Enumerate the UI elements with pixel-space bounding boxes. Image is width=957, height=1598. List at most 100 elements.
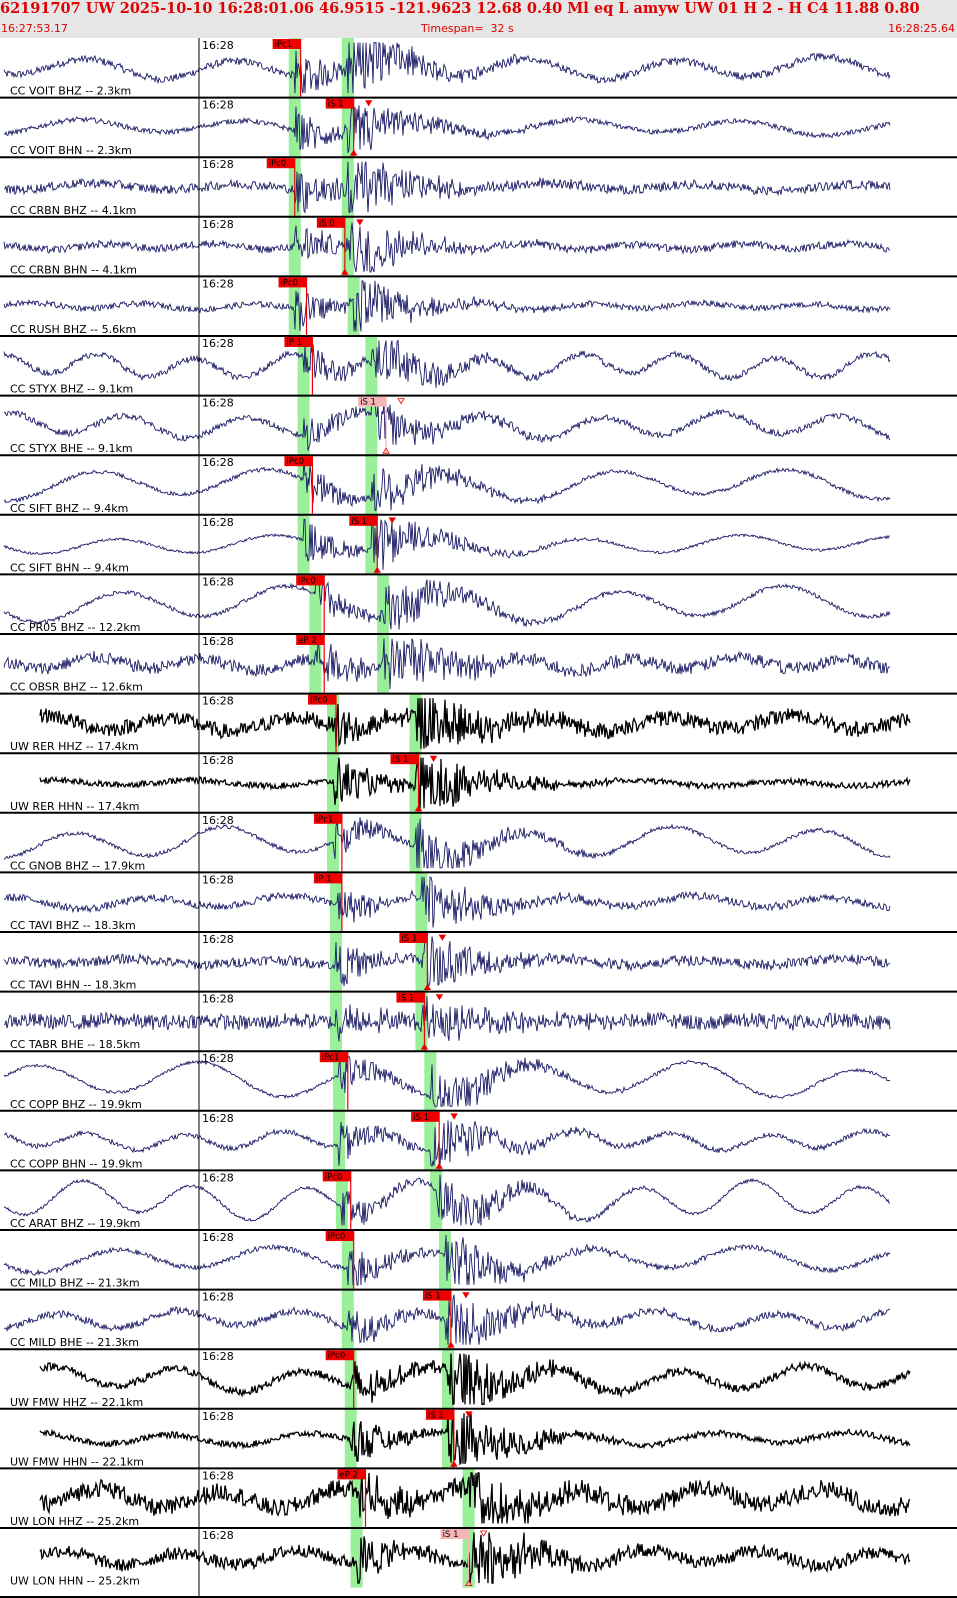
pick-label: iS 1 xyxy=(413,1113,429,1123)
station-label: CC CRBN BHZ -- 4.1km xyxy=(10,204,136,217)
waveform-trace xyxy=(3,1055,891,1107)
phase-pick[interactable]: iS 1 xyxy=(396,992,444,1051)
pick-bottom-marker xyxy=(373,566,381,573)
phase-pick[interactable]: iS 1 xyxy=(358,396,405,455)
pick-bottom-marker xyxy=(423,983,432,990)
station-label: CC PR05 BHZ -- 12.2km xyxy=(10,621,141,634)
pick-flag[interactable] xyxy=(422,1290,451,1301)
station-label: CC STYX BHZ -- 9.1km xyxy=(10,383,133,396)
pick-flag[interactable] xyxy=(316,217,345,228)
station-label: CC MILD BHZ -- 21.3km xyxy=(10,1277,140,1290)
pick-flag[interactable] xyxy=(325,1231,354,1241)
s-window xyxy=(424,1110,437,1171)
phase-pick[interactable]: iPc0 xyxy=(278,277,308,335)
pick-label: iPc0 xyxy=(328,1232,346,1242)
phase-pick[interactable]: iPc1 xyxy=(313,813,343,872)
pick-label: iS 1 xyxy=(351,517,367,527)
s-window xyxy=(462,1468,475,1528)
pick-bottom-marker xyxy=(382,447,390,454)
phase-pick[interactable]: iPc0 xyxy=(296,575,325,633)
phase-pick[interactable]: iS 1 xyxy=(390,754,438,812)
p-window xyxy=(288,216,301,277)
pick-flag[interactable] xyxy=(284,456,313,467)
phase-pick[interactable]: iS 0 xyxy=(316,217,364,276)
waveform-trace xyxy=(4,1120,891,1167)
waveform-trace xyxy=(3,161,891,214)
phase-pick[interactable]: iS 1 xyxy=(422,1290,470,1349)
pick-flag[interactable] xyxy=(296,635,325,645)
pick-flag[interactable] xyxy=(349,515,378,526)
pick-label: iPc0 xyxy=(269,159,287,169)
phase-pick[interactable]: iPc0 xyxy=(325,1231,355,1289)
pick-flag[interactable] xyxy=(440,1529,469,1539)
pick-flag[interactable] xyxy=(313,873,342,884)
station-label: CC SIFT BHN -- 9.4km xyxy=(10,561,129,574)
phase-pick[interactable]: iS 1 xyxy=(425,1409,473,1468)
pick-top-marker xyxy=(364,100,373,107)
seismogram-panel[interactable]: iPc1 iS 1 iPc0 iS 0 iPc0 iP 1 iS 1 iPc0 iS 1 iPc0… xyxy=(0,38,957,1598)
phase-pick[interactable]: iPc0 xyxy=(284,456,314,514)
pick-label: eP 2 xyxy=(298,636,316,646)
waveform-trace xyxy=(39,757,911,809)
pick-flag[interactable] xyxy=(399,933,428,943)
minute-tick-label: 16:28 xyxy=(202,575,234,588)
p-window xyxy=(288,276,301,336)
traces xyxy=(3,41,911,1584)
minute-tick-label: 16:28 xyxy=(202,337,234,350)
timespan-label: Timespan= 32 s xyxy=(421,22,514,35)
pick-label: iPc0 xyxy=(281,278,299,288)
pick-flag[interactable] xyxy=(337,1469,366,1480)
station-label: CC CRBN BHN -- 4.1km xyxy=(10,263,137,276)
station-label: UW RER HHN -- 17.4km xyxy=(10,800,139,813)
pick-label: iP 1 xyxy=(286,338,302,348)
pick-flag[interactable] xyxy=(358,396,387,407)
phase-pick[interactable]: iPc1 xyxy=(272,39,302,97)
pick-flag[interactable] xyxy=(272,39,301,49)
pick-label: eP 2 xyxy=(339,1470,357,1480)
phase-pick[interactable]: iS 1 xyxy=(440,1529,488,1587)
phase-pick[interactable]: iPc0 xyxy=(307,694,337,753)
pick-flag[interactable] xyxy=(322,1171,351,1182)
picks[interactable]: iPc1 iS 1 iPc0 iS 0 iPc0 iP 1 iS 1 iPc0 iS 1 iPc0… xyxy=(266,39,488,1587)
pick-flag[interactable] xyxy=(278,277,307,288)
phase-pick[interactable]: eP 2 xyxy=(296,635,325,693)
pick-flag[interactable] xyxy=(313,813,342,824)
station-label: CC TABR BHE -- 18.5km xyxy=(10,1038,140,1051)
station-label: CC COPP BHN -- 19.9km xyxy=(10,1157,143,1170)
pick-flag[interactable] xyxy=(390,754,419,765)
waveform-trace xyxy=(3,577,891,630)
phase-pick[interactable]: iPc0 xyxy=(322,1171,352,1229)
s-window xyxy=(439,1230,452,1290)
phase-pick[interactable]: iS 1 xyxy=(411,1111,458,1170)
phase-pick[interactable]: iPc0 xyxy=(325,1350,355,1408)
phase-pick[interactable]: iPc1 xyxy=(319,1052,349,1110)
pick-label: iS 1 xyxy=(443,1530,459,1540)
minute-tick-label: 16:28 xyxy=(202,1350,234,1363)
phase-pick[interactable]: iS 1 xyxy=(325,98,373,157)
phase-pick[interactable]: eP 2 xyxy=(337,1469,367,1527)
pick-flag[interactable] xyxy=(296,575,325,586)
pick-flag[interactable] xyxy=(319,1052,348,1063)
pick-flag[interactable] xyxy=(411,1111,440,1122)
pick-label: iS 1 xyxy=(398,994,414,1004)
station-label: CC TAVI BHZ -- 18.3km xyxy=(10,919,136,932)
phase-pick[interactable]: iP 1 xyxy=(313,873,343,931)
pick-flag[interactable] xyxy=(396,992,425,1003)
minute-tick-label: 16:28 xyxy=(202,754,234,767)
pick-flag[interactable] xyxy=(284,337,313,347)
pick-flag[interactable] xyxy=(325,1350,354,1361)
station-label: CC SIFT BHZ -- 9.4km xyxy=(10,502,128,515)
p-window xyxy=(341,1230,354,1290)
pick-flag[interactable] xyxy=(307,694,336,705)
phase-pick[interactable]: iS 1 xyxy=(349,515,396,574)
pick-flag[interactable] xyxy=(325,98,354,109)
pick-flag[interactable] xyxy=(425,1409,454,1420)
pick-top-marker xyxy=(438,934,447,941)
pick-top-marker xyxy=(356,219,364,226)
phase-pick[interactable]: iP 1 xyxy=(284,337,314,395)
pick-label: iS 1 xyxy=(360,398,376,408)
pick-flag[interactable] xyxy=(266,158,295,169)
waveform-trace xyxy=(3,936,891,987)
phase-pick[interactable]: iPc0 xyxy=(266,158,296,216)
phase-pick[interactable]: iS 1 xyxy=(399,933,447,991)
